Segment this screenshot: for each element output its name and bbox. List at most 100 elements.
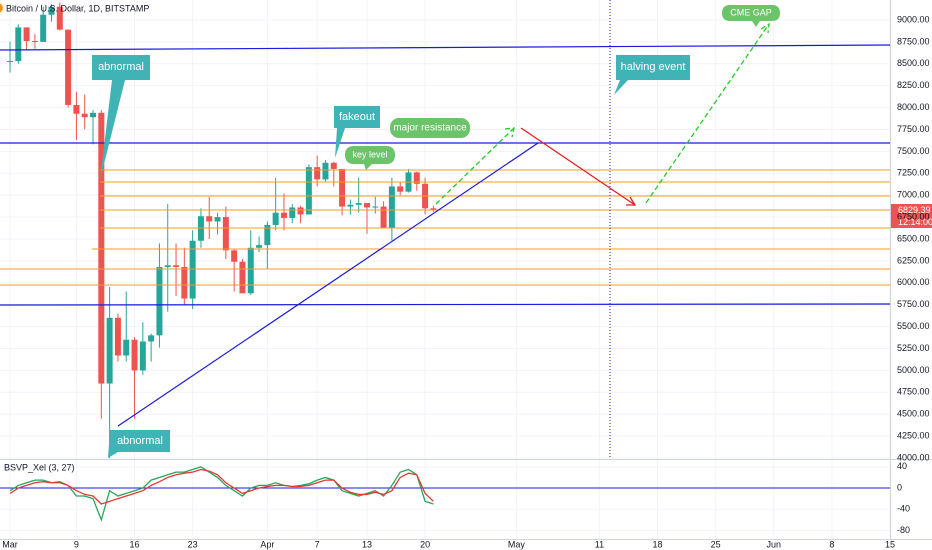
- x-tick-label: 23: [188, 539, 198, 549]
- countdown-text: 12:14:00: [898, 217, 932, 227]
- y-tick-label: 6250.00: [897, 255, 930, 265]
- y-tick-label: 40: [897, 461, 907, 471]
- callout-text: abnormal: [98, 61, 144, 73]
- y-tick-label: 8750.00: [897, 36, 930, 46]
- candle-body: [347, 204, 354, 207]
- y-tick-label: 6750.00: [897, 211, 930, 221]
- candle-body: [181, 267, 188, 299]
- candle-body: [247, 247, 254, 294]
- candle-body: [7, 61, 13, 63]
- label-text: CME GAP: [730, 7, 772, 17]
- candle-body: [73, 104, 80, 114]
- y-tick-label: 9000.00: [897, 14, 930, 24]
- y-tick-label: 6500.00: [897, 233, 930, 243]
- x-tick-label: 25: [711, 539, 721, 549]
- candle-body: [81, 113, 88, 118]
- candle-body: [23, 27, 30, 41]
- x-tick-label: 13: [362, 539, 372, 549]
- candle-body: [148, 335, 155, 342]
- drawings: [0, 0, 891, 458]
- x-tick-label: May: [508, 539, 526, 549]
- indicator-title: BSVP_Xel (3, 27): [4, 462, 75, 472]
- x-tick-label: 11: [595, 539, 604, 549]
- candle-body: [289, 207, 296, 218]
- candle-body: [90, 112, 97, 118]
- candle-body: [231, 250, 238, 262]
- candle-body: [214, 217, 221, 222]
- candle-body: [206, 216, 213, 222]
- label-text: major resistance: [393, 123, 467, 134]
- label-box: [390, 118, 470, 138]
- y-tick-label: 7250.00: [897, 168, 930, 178]
- callout: [614, 55, 690, 95]
- y-tick-label: 0: [897, 482, 902, 492]
- y-tick-label: 4750.00: [897, 387, 930, 397]
- y-tick-label: 5750.00: [897, 299, 930, 309]
- candle-body: [380, 206, 387, 228]
- candle-body: [131, 339, 138, 371]
- candle-body: [322, 162, 329, 180]
- label-box: [345, 146, 395, 170]
- candle-body: [139, 341, 146, 371]
- countdown-tag: [891, 216, 932, 228]
- candle-body: [355, 203, 362, 205]
- x-tick-label: 9: [74, 539, 79, 549]
- x-tick-label: Jun: [767, 539, 782, 549]
- callout-text: abnormal: [117, 435, 163, 447]
- x-tick-label: 8: [829, 539, 834, 549]
- annotations: abnormal abnormal fakeout major resistan…: [92, 5, 780, 458]
- candle-body: [15, 27, 22, 62]
- y-tick-label: 5000.00: [897, 365, 930, 375]
- candle-body: [272, 212, 279, 225]
- candle-body: [56, 6, 63, 30]
- callout: [334, 106, 380, 158]
- x-tick-label: Mar: [2, 539, 18, 549]
- candles: [7, 2, 437, 458]
- candle-body: [48, 6, 55, 15]
- candle-body: [430, 208, 437, 211]
- y-tick-label: 6000.00: [897, 277, 930, 287]
- candle-body: [189, 240, 196, 299]
- logo: [0, 3, 3, 13]
- candle-body: [222, 217, 229, 251]
- support-line: [0, 303, 891, 306]
- label-box: [722, 5, 780, 27]
- candle-body: [388, 186, 395, 228]
- candle-body: [106, 317, 113, 384]
- candle-body: [280, 212, 287, 218]
- candle-body: [339, 168, 346, 207]
- arrow: [520, 127, 637, 206]
- x-tick-label: Apr: [260, 539, 274, 549]
- candle-body: [65, 29, 72, 105]
- candle-body: [314, 167, 321, 180]
- resistance-line: [0, 44, 891, 51]
- candle-body: [330, 162, 337, 169]
- x-tick-label: 7: [315, 539, 320, 549]
- candle-body: [114, 317, 121, 356]
- price-tag-text: 6829.39: [898, 205, 931, 215]
- y-tick-label: 7000.00: [897, 190, 930, 200]
- candle-body: [239, 261, 246, 294]
- y-tick-label: -40: [897, 504, 910, 514]
- candle-body: [363, 203, 370, 208]
- candle-body: [397, 186, 404, 192]
- x-tick-label: 20: [420, 539, 430, 549]
- y-tick-label: 4250.00: [897, 430, 930, 440]
- y-tick-label: 5250.00: [897, 343, 930, 353]
- candle-body: [164, 265, 171, 268]
- callout-text: fakeout: [339, 111, 375, 123]
- indicator-line: [9, 468, 434, 505]
- trend-line: [117, 142, 539, 427]
- candle-body: [256, 245, 263, 248]
- callout: [108, 430, 170, 458]
- y-tick-label: 8250.00: [897, 80, 930, 90]
- x-tick-label: 16: [130, 539, 140, 549]
- candle-body: [40, 14, 47, 42]
- callout: [92, 55, 150, 180]
- candle-body: [372, 206, 379, 208]
- x-tick-label: 15: [885, 539, 895, 549]
- y-tick-label: 4500.00: [897, 409, 930, 419]
- y-tick-label: 7500.00: [897, 146, 930, 156]
